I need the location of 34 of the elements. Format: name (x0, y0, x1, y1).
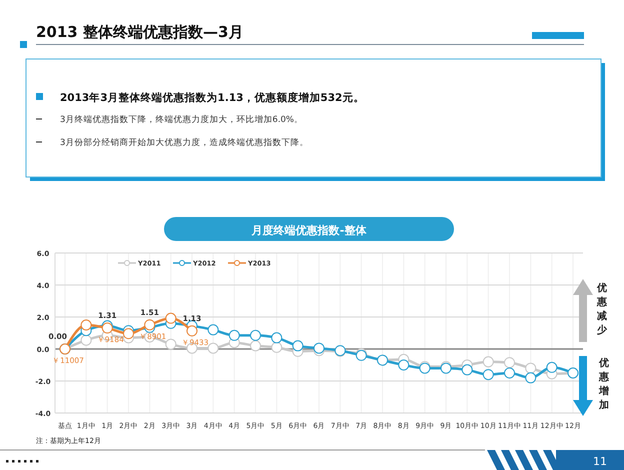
point (123, 328, 134, 340)
point (208, 342, 219, 354)
point (525, 362, 536, 374)
point (80, 334, 92, 346)
text: 2013年3月整体终端优惠指数为1.13，优惠额度增加532元。 (60, 91, 364, 104)
point (398, 360, 410, 370)
point (271, 342, 282, 353)
point (165, 338, 176, 350)
point (504, 357, 515, 368)
point (80, 320, 92, 330)
point (228, 330, 240, 341)
chart-subtitle: 月度终端优惠指数-整体 (250, 224, 368, 237)
point (271, 332, 282, 344)
point (504, 368, 515, 378)
text: 优惠增加 (598, 357, 610, 411)
point (525, 372, 536, 384)
point (462, 364, 473, 376)
text: 3月份部分经销商开始加大优惠力度，造成终端优惠指数下降。 (60, 137, 308, 148)
text: 3月终端优惠指数下降，终端优惠力度加大，环比增加6.0%。 (60, 114, 304, 125)
point (250, 340, 261, 352)
point (102, 322, 113, 334)
point (144, 319, 156, 330)
point (482, 356, 494, 368)
point (250, 330, 261, 341)
point (482, 369, 494, 380)
point (546, 362, 558, 373)
point (208, 324, 219, 336)
point (165, 312, 176, 324)
chart-title: 2013 整体终端优惠指数—3月 (36, 23, 244, 41)
point (314, 342, 324, 354)
point (292, 340, 304, 352)
text: 优惠减少 (596, 282, 608, 336)
point (186, 325, 198, 336)
text: 11 (593, 455, 607, 468)
